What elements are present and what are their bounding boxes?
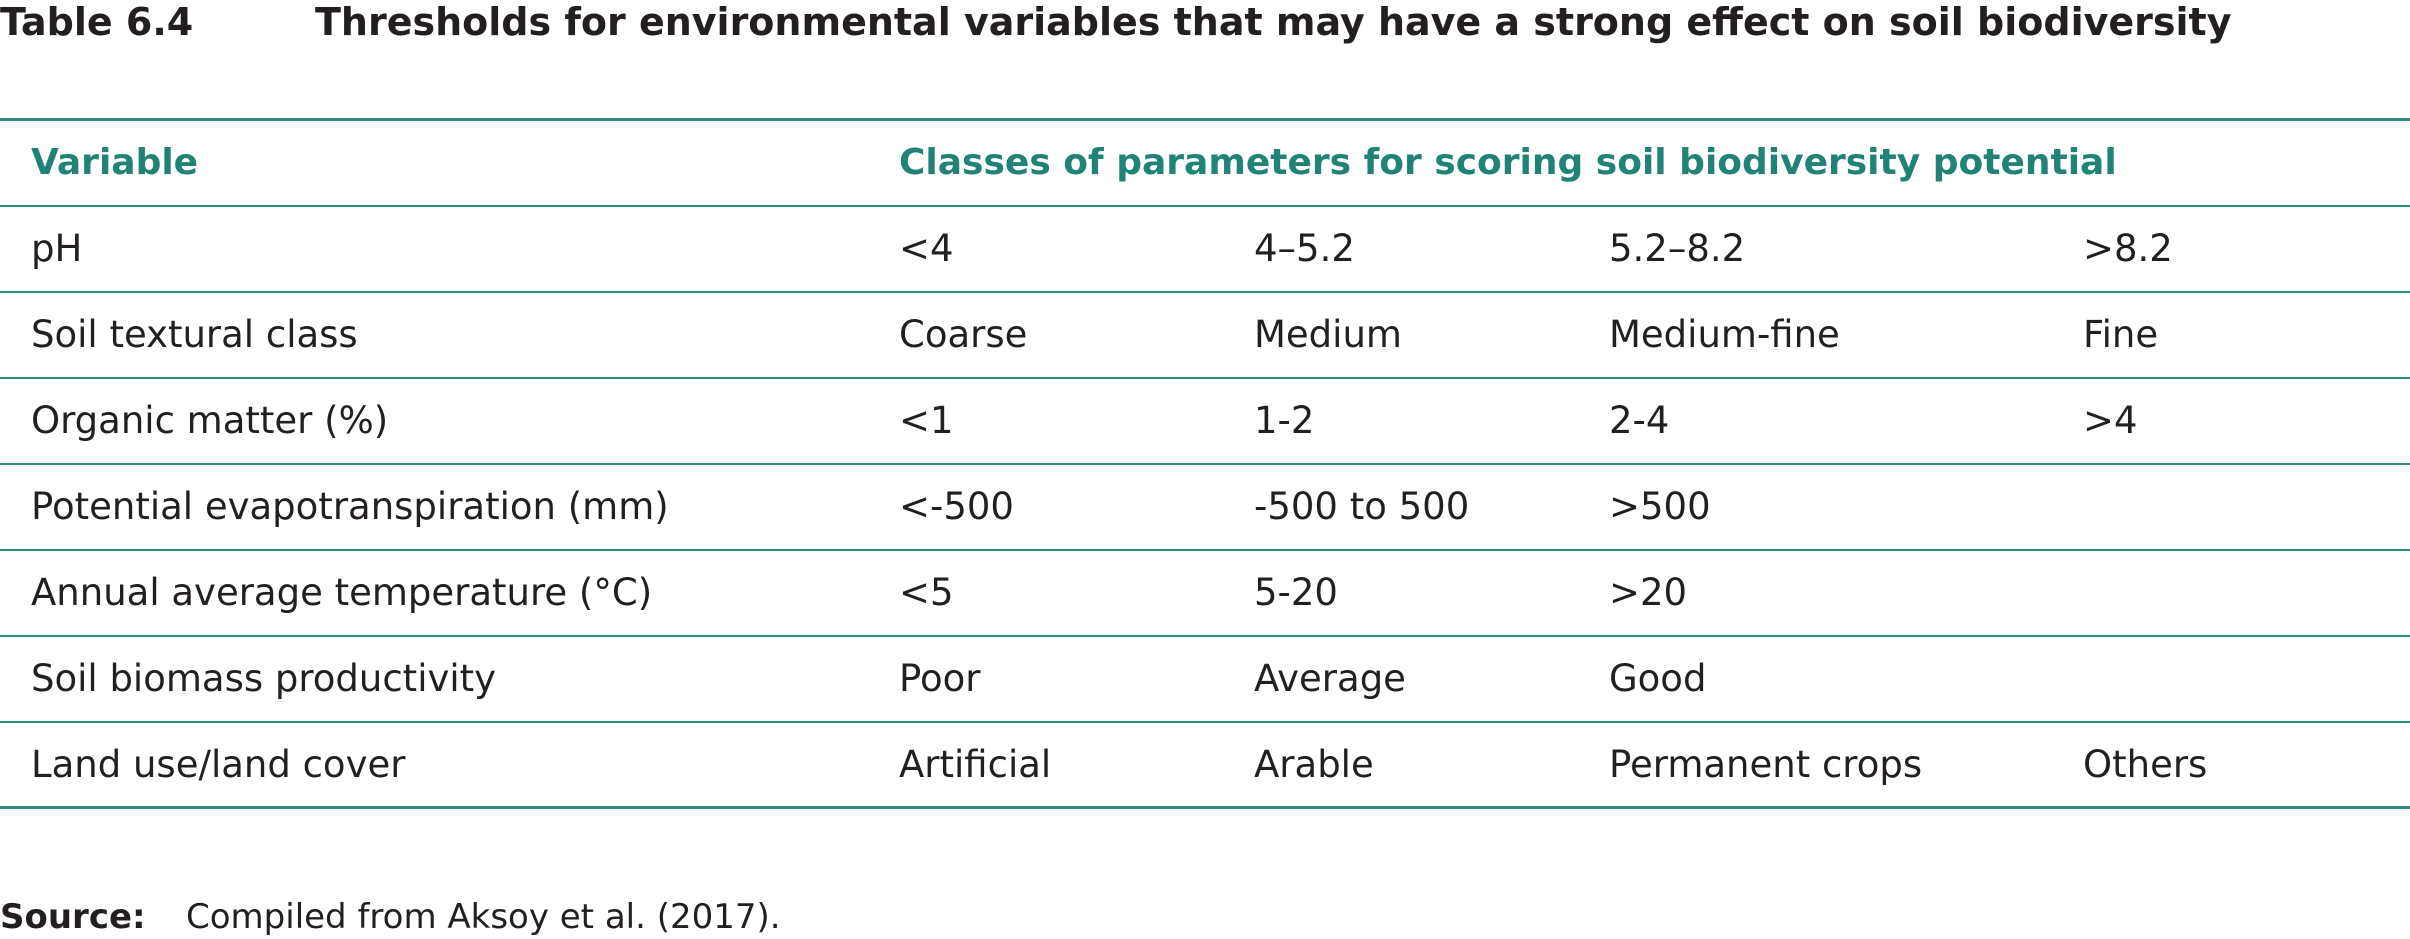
table-row: Potential evapotranspiration (mm) <-500 …	[0, 463, 2410, 551]
cell-class-1: Poor	[868, 635, 1223, 723]
cell-class-2: Arable	[1223, 721, 1578, 809]
cell-variable: Potential evapotranspiration (mm)	[0, 463, 868, 551]
cell-class-2: Average	[1223, 635, 1578, 723]
cell-class-1: <1	[868, 377, 1223, 465]
table-row: Land use/land cover Artificial Arable Pe…	[0, 721, 2410, 809]
cell-class-2: 5-20	[1223, 549, 1578, 637]
table-row: Annual average temperature (°C) <5 5-20 …	[0, 549, 2410, 637]
cell-class-1: <-500	[868, 463, 1223, 551]
cell-variable: pH	[0, 205, 868, 293]
table-title-text: Thresholds for environmental variables t…	[315, 0, 2232, 44]
table-title: Table 6.4 Thresholds for environmental v…	[0, 0, 2410, 44]
cell-class-4	[2052, 463, 2410, 551]
cell-class-4: >8.2	[2052, 205, 2410, 293]
cell-class-2: 4–5.2	[1223, 205, 1578, 293]
source-note: Source: Compiled from Aksoy et al. (2017…	[0, 895, 2410, 939]
cell-variable: Soil biomass productivity	[0, 635, 868, 723]
cell-class-3: >500	[1578, 463, 2052, 551]
cell-class-3: Good	[1578, 635, 2052, 723]
cell-class-2: -500 to 500	[1223, 463, 1578, 551]
cell-variable: Annual average temperature (°C)	[0, 549, 868, 637]
cell-class-3: 5.2–8.2	[1578, 205, 2052, 293]
header-classes: Classes of parameters for scoring soil b…	[868, 119, 2410, 207]
table-row: Soil biomass productivity Poor Average G…	[0, 635, 2410, 723]
cell-class-2: 1-2	[1223, 377, 1578, 465]
table-number: Table 6.4	[0, 0, 194, 44]
cell-class-4	[2052, 549, 2410, 637]
cell-class-3: >20	[1578, 549, 2052, 637]
header-variable: Variable	[0, 119, 868, 207]
cell-variable: Land use/land cover	[0, 721, 868, 809]
table-row: Organic matter (%) <1 1-2 2-4 >4	[0, 377, 2410, 465]
table-row: Soil textural class Coarse Medium Medium…	[0, 291, 2410, 379]
cell-class-2: Medium	[1223, 291, 1578, 379]
cell-class-4	[2052, 635, 2410, 723]
table-row: pH <4 4–5.2 5.2–8.2 >8.2	[0, 205, 2410, 293]
cell-class-4: >4	[2052, 377, 2410, 465]
cell-class-3: 2-4	[1578, 377, 2052, 465]
source-label: Source:	[0, 897, 146, 937]
cell-class-1: <5	[868, 549, 1223, 637]
cell-class-1: Artificial	[868, 721, 1223, 809]
source-text: Compiled from Aksoy et al. (2017).	[186, 897, 781, 937]
cell-variable: Soil textural class	[0, 291, 868, 379]
cell-class-3: Medium-fine	[1578, 291, 2052, 379]
cell-class-1: Coarse	[868, 291, 1223, 379]
thresholds-table: Variable Classes of parameters for scori…	[0, 118, 2410, 809]
cell-class-4: Others	[2052, 721, 2410, 809]
cell-variable: Organic matter (%)	[0, 377, 868, 465]
table-header-row: Variable Classes of parameters for scori…	[0, 119, 2410, 207]
cell-class-3: Permanent crops	[1578, 721, 2052, 809]
cell-class-4: Fine	[2052, 291, 2410, 379]
cell-class-1: <4	[868, 205, 1223, 293]
